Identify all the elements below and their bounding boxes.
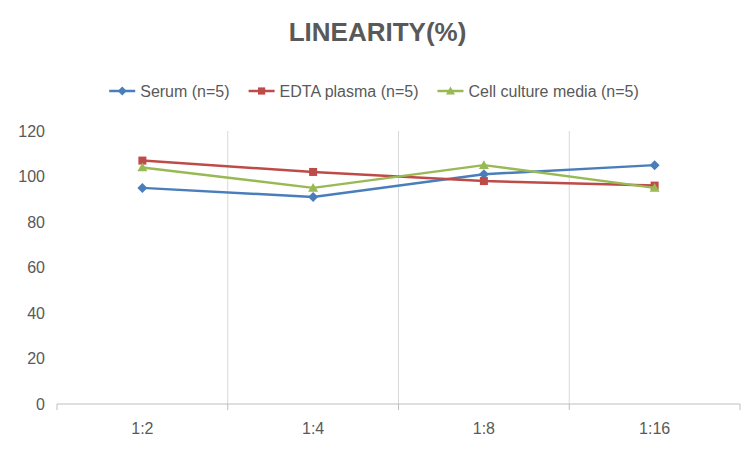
legend-item: EDTA plasma (n=5) [249, 83, 419, 100]
legend-label: EDTA plasma (n=5) [280, 83, 419, 100]
data-point [480, 177, 488, 185]
title: LINEARITY(%) [289, 17, 467, 47]
x-tick [57, 404, 58, 410]
y-tick [56, 131, 57, 132]
legend-label: Cell culture media (n=5) [468, 83, 638, 100]
legend-label: Serum (n=5) [140, 83, 229, 100]
y-tick [56, 222, 57, 223]
data-point [308, 192, 318, 202]
x-tick [398, 404, 399, 410]
marker [118, 87, 127, 96]
y-tick-label: 60 [27, 259, 45, 276]
data-point [650, 183, 660, 192]
x-tick-label: 1:4 [302, 420, 324, 437]
y-tick-label: 80 [27, 214, 45, 231]
y-tick-label: 20 [27, 350, 45, 367]
x-tick [740, 404, 741, 410]
legend-item: Cell culture media (n=5) [437, 83, 638, 100]
chart: LINEARITY(%) Serum (n=5) EDTA plasma (n=5)… [0, 0, 755, 451]
data-point [650, 160, 660, 170]
series-line [142, 165, 654, 197]
data-point [308, 183, 318, 192]
x-tick [569, 404, 570, 410]
data-point [137, 183, 147, 193]
y-tick [56, 176, 57, 177]
legend: Serum (n=5) EDTA plasma (n=5) Cell culture… [109, 83, 639, 100]
plot-area [137, 157, 659, 202]
y-tick [56, 358, 57, 359]
y-tick-label: 40 [27, 305, 45, 322]
y-tick-label: 0 [36, 396, 45, 413]
grid-line [227, 131, 228, 404]
y-tick-label: 120 [18, 123, 45, 140]
y-tick [56, 313, 57, 314]
x-tick [227, 404, 228, 410]
marker [446, 87, 455, 95]
grid-line [569, 131, 570, 404]
data-point [137, 162, 147, 171]
marker [258, 87, 265, 94]
data-point [479, 160, 489, 169]
x-tick-label: 1:8 [473, 420, 495, 437]
data-point [309, 168, 317, 176]
y-tick-label: 100 [18, 168, 45, 185]
y-tick [56, 267, 57, 268]
x-tick-label: 1:2 [131, 420, 153, 437]
x-tick-label: 1:16 [639, 420, 670, 437]
legend-item: Serum (n=5) [109, 83, 229, 100]
series-line [142, 165, 654, 188]
series-line [142, 161, 654, 186]
grid-line [398, 131, 399, 404]
